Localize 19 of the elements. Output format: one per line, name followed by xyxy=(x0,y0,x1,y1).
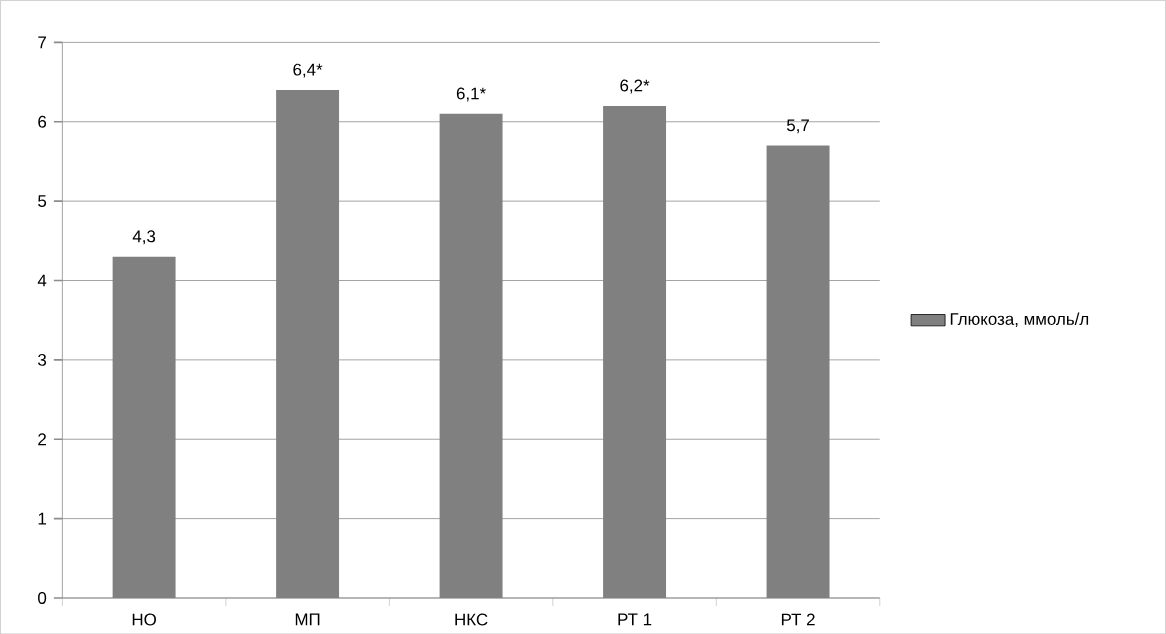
y-tick-label: 4 xyxy=(37,274,47,287)
y-tick-label: 0 xyxy=(38,591,47,604)
y-tick-label: 2 xyxy=(38,433,46,445)
x-tick-label: НО xyxy=(132,613,156,626)
x-tick-label: МП xyxy=(295,613,320,625)
x-tick-label: РТ 1 xyxy=(618,613,652,625)
y-tick-label: 1 xyxy=(38,512,46,525)
y-tick-label: 6 xyxy=(38,115,47,128)
y-tick-label: 3 xyxy=(38,353,47,366)
data-label: 6,1* xyxy=(456,87,486,102)
legend-label: Глюкоза, ммоль/л xyxy=(950,312,1089,327)
data-label: 4,3 xyxy=(132,230,156,245)
x-tick-label: НКС xyxy=(455,613,488,626)
y-tick-label: 5 xyxy=(38,195,47,207)
data-label: 5,7 xyxy=(786,119,809,134)
data-label: 6,2* xyxy=(620,79,650,94)
x-tick-label: РТ 2 xyxy=(781,613,815,626)
y-tick-label: 7 xyxy=(38,36,46,49)
data-label: 6,4* xyxy=(293,63,323,78)
